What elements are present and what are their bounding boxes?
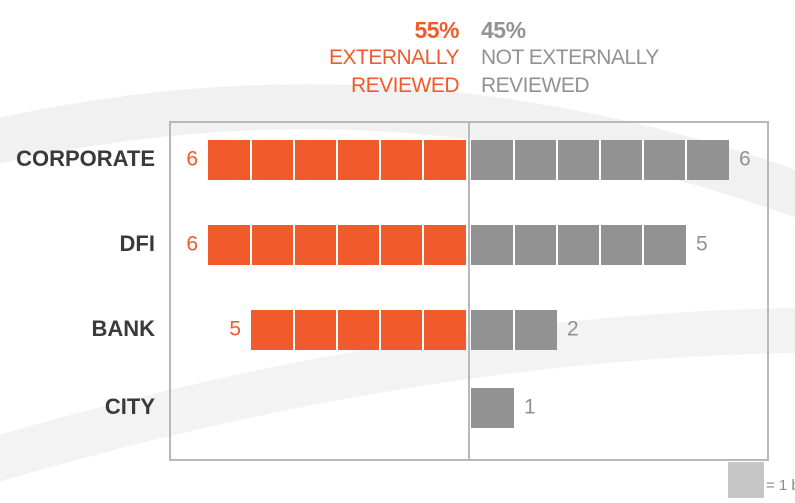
share-label: 55%: [414, 17, 459, 43]
category-label: DFI: [120, 231, 155, 256]
share-label: 45%: [481, 17, 526, 43]
bar: [471, 388, 514, 428]
value-label: 2: [567, 318, 579, 341]
value-label: 1: [524, 396, 536, 419]
bar: [251, 310, 466, 350]
right-header: 45% NOT EXTERNALLY REVIEWED: [481, 16, 666, 100]
value-label: 5: [696, 233, 708, 256]
category-label: CITY: [105, 394, 155, 419]
series-name: EXTERNALLY REVIEWED: [329, 46, 460, 97]
value-label: 6: [186, 148, 198, 171]
value-label: 6: [186, 233, 198, 256]
value-label: 5: [229, 318, 241, 341]
bar: [471, 225, 686, 265]
series-name: NOT EXTERNALLY REVIEWED: [481, 46, 659, 97]
left-header: 55% EXTERNALLY REVIEWED: [299, 16, 460, 100]
legend-label: = 1 bond: [766, 477, 795, 494]
value-label: 6: [739, 148, 751, 171]
background-swoosh: [0, 307, 795, 482]
category-label: BANK: [91, 316, 155, 341]
legend-swatch: [728, 462, 764, 498]
category-label: CORPORATE: [16, 146, 155, 171]
